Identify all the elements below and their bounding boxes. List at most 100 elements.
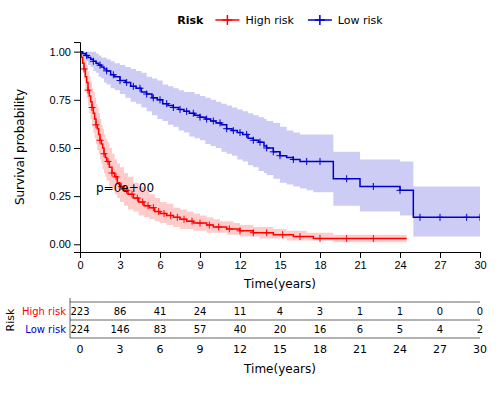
table-count: 86 <box>114 306 127 317</box>
censor-mark <box>237 227 244 234</box>
x-axis-line <box>81 253 481 259</box>
censor-mark <box>163 100 170 107</box>
table-count: 0 <box>437 306 443 317</box>
y-tick: 1.00 <box>50 46 80 58</box>
table-time-label: 24 <box>393 343 407 356</box>
x-tick: 12 <box>234 252 246 271</box>
table-count: 24 <box>194 306 207 317</box>
censor-mark <box>110 71 117 78</box>
x-tick: 15 <box>274 252 286 271</box>
censor-mark <box>177 106 184 113</box>
x-tick: 6 <box>157 252 163 271</box>
y-tick-mark <box>74 52 80 53</box>
x-tick-mark <box>440 252 441 258</box>
censor-mark <box>237 129 244 136</box>
censor-mark <box>203 116 210 123</box>
censor-mark <box>145 202 152 209</box>
x-tick: 30 <box>474 252 486 271</box>
censor-mark <box>317 158 324 165</box>
x-tick-label: 21 <box>354 259 366 271</box>
censor-mark <box>230 127 237 134</box>
table-time-label: 30 <box>473 343 487 356</box>
x-tick-mark <box>240 252 241 258</box>
x-tick: 0 <box>77 252 83 271</box>
x-tick-label: 3 <box>117 259 123 271</box>
y-axis: 0.000.250.500.751.00 <box>50 43 81 253</box>
table-count: 224 <box>70 324 89 335</box>
survival-curve <box>80 52 407 239</box>
censor-mark <box>89 104 96 111</box>
table-count: 3 <box>317 306 323 317</box>
censor-mark <box>143 91 150 98</box>
censor-mark <box>130 83 137 90</box>
censor-mark <box>150 94 157 101</box>
censor-mark <box>170 104 177 111</box>
censor-mark <box>223 125 230 132</box>
x-tick-mark <box>160 252 161 258</box>
table-count: 146 <box>110 324 129 335</box>
x-tick-mark <box>200 252 201 258</box>
y-tick-mark <box>74 196 80 197</box>
x-tick: 27 <box>434 252 446 271</box>
table-time-label: 18 <box>313 343 327 356</box>
annotation: p=0e+00 <box>96 181 154 195</box>
censor-mark <box>189 218 196 225</box>
table-count: 16 <box>314 324 327 335</box>
x-tick-label: 30 <box>474 259 486 271</box>
censor-mark <box>397 187 404 194</box>
y-tick-label: 0.25 <box>50 190 71 202</box>
table-count: 41 <box>154 306 167 317</box>
y-tick: 0.50 <box>50 142 80 154</box>
censor-mark <box>270 148 277 155</box>
legend-label: High risk <box>245 14 294 27</box>
censor-mark <box>197 114 204 121</box>
censor-mark <box>250 229 257 236</box>
x-tick-label: 6 <box>157 259 163 271</box>
confidence-band <box>80 52 480 237</box>
censor-mark <box>210 117 217 124</box>
legend-title: Risk <box>177 14 204 27</box>
censor-mark <box>257 139 264 146</box>
table-time-label: 27 <box>433 343 447 356</box>
table-count: 5 <box>397 324 403 335</box>
y-tick: 0.75 <box>50 94 80 106</box>
table-rule <box>70 302 480 303</box>
censor-mark <box>190 110 197 117</box>
censor-mark <box>150 204 157 211</box>
table-count: 4 <box>437 324 443 335</box>
chart-svg: 0369121518212427300.000.250.500.751.00Ti… <box>0 0 500 409</box>
table-count: 11 <box>234 306 247 317</box>
censor-mark <box>197 220 204 227</box>
censor-mark <box>226 225 233 232</box>
at-risk-table: High risk22386412411431100Low risk224146… <box>4 298 488 376</box>
censor-mark <box>279 231 286 238</box>
x-tick: 3 <box>117 252 123 271</box>
censor-mark <box>263 229 270 236</box>
censor-mark <box>157 96 164 103</box>
x-tick-mark <box>320 252 321 258</box>
y-tick-mark <box>74 148 80 149</box>
y-tick-mark <box>74 244 80 245</box>
censor-mark <box>250 137 257 144</box>
censor-mark <box>113 173 120 180</box>
censor-mark <box>161 210 168 217</box>
censor-mark <box>417 214 424 221</box>
censor-mark <box>206 222 213 229</box>
censor-mark <box>215 223 222 230</box>
x-tick-label: 18 <box>314 259 326 271</box>
x-tick-mark <box>400 252 401 258</box>
censor-mark <box>93 121 100 128</box>
censor-mark <box>90 58 97 65</box>
x-tick-label: 24 <box>394 259 406 271</box>
censor-mark <box>174 214 181 221</box>
legend-marker <box>315 15 325 25</box>
censor-mark <box>81 65 88 72</box>
y-tick-mark <box>74 100 80 101</box>
table-time-label: 3 <box>117 343 124 356</box>
x-tick-label: 12 <box>234 259 246 271</box>
x-tick: 24 <box>394 252 406 271</box>
censor-mark <box>123 79 130 86</box>
table-time-label: 9 <box>197 343 204 356</box>
censor-mark <box>343 175 350 182</box>
table-count: 1 <box>357 306 363 317</box>
